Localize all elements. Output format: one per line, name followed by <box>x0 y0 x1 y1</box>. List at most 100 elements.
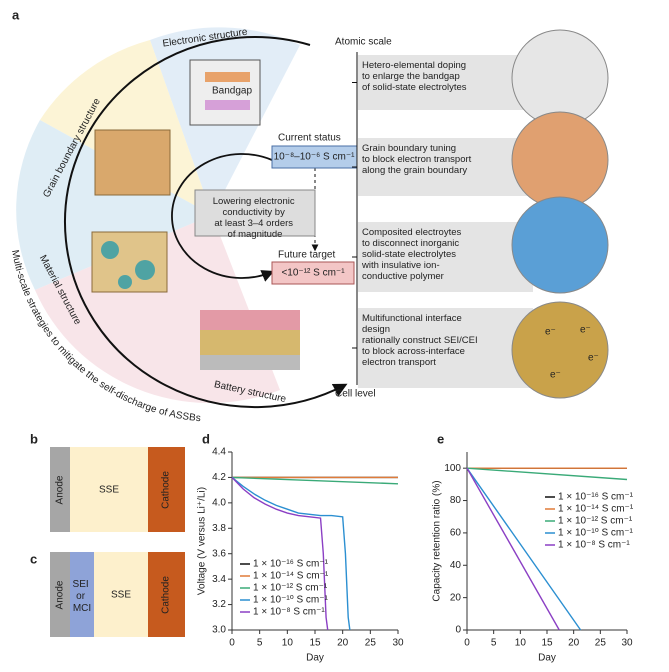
x-tick-label: 10 <box>515 638 527 649</box>
x-tick-label: 30 <box>392 638 404 649</box>
panel-b: b Anode SSE Cathode <box>30 431 185 532</box>
bandgap-label: Bandgap <box>212 86 252 97</box>
electron-label: e⁻ <box>545 327 556 338</box>
layer-label: Cathode <box>161 576 172 614</box>
x-tick-label: 15 <box>541 638 553 649</box>
interphase <box>70 552 94 637</box>
y-tick-label: 4.0 <box>212 497 226 508</box>
x-tick-label: 0 <box>229 638 235 649</box>
y-tick-label: 0 <box>455 625 461 636</box>
particle <box>135 260 155 280</box>
electronic-cube: Bandgap <box>189 59 261 126</box>
target-value: <10⁻¹² S cm⁻¹ <box>281 268 345 279</box>
strategy-line: rationally construct SEI/CEI <box>362 335 478 346</box>
grain-cube <box>94 129 171 196</box>
y-tick-label: 100 <box>444 463 461 474</box>
x-tick-label: 5 <box>257 638 263 649</box>
status-title: Current status <box>278 133 341 144</box>
band <box>205 72 250 82</box>
strategy-line: Grain boundary tuning <box>362 143 456 154</box>
layer-label: Anode <box>55 580 66 609</box>
note-line: of magnitude <box>228 229 283 240</box>
strategy-box <box>358 55 533 110</box>
series-line <box>466 467 628 481</box>
strategy-line: to enlarge the bandgap <box>362 71 460 82</box>
note-text: Lowering electronic conductivity by at l… <box>213 196 298 240</box>
strategy-text: Composited electroytes to disconnect inor… <box>361 227 462 282</box>
x-tick-label: 15 <box>309 638 321 649</box>
series-line <box>231 476 351 631</box>
strategy-line: solid-state electrolytes <box>362 249 456 260</box>
sector <box>16 120 212 290</box>
layer-label: SSE <box>99 485 119 496</box>
y-tick-label: 3.8 <box>212 523 226 534</box>
note-line: Lowering electronic <box>213 196 295 207</box>
layer-line: SEI <box>73 579 89 590</box>
target-box <box>271 261 355 285</box>
legend-label: 1 × 10⁻⁸ S cm⁻¹ <box>253 607 325 618</box>
legend-label: 1 × 10⁻⁸ S cm⁻¹ <box>558 540 630 551</box>
series-line <box>466 467 582 631</box>
x-tick-label: 20 <box>568 638 580 649</box>
strategy-line: Composited electroytes <box>362 227 462 238</box>
legend-label: 1 × 10⁻¹⁰ S cm⁻¹ <box>558 528 634 539</box>
cube <box>189 59 261 126</box>
band <box>205 100 250 110</box>
target-title: Future target <box>278 250 335 261</box>
illustration <box>511 111 609 209</box>
layer-label: Cathode <box>161 471 172 509</box>
legend-label: 1 × 10⁻¹⁴ S cm⁻¹ <box>558 504 634 515</box>
strategy-line: to block electron transport <box>362 154 472 165</box>
x-tick-label: 10 <box>282 638 294 649</box>
strategy-line: design <box>362 324 390 335</box>
note-line: at least 3–4 orders <box>214 218 293 229</box>
panel-label: e <box>437 431 444 446</box>
legend-label: 1 × 10⁻¹⁶ S cm⁻¹ <box>558 492 634 503</box>
battery-layer <box>200 330 300 355</box>
series-line <box>466 467 560 631</box>
strategy-boxes: Hetero-elemental doping to enlarge the ba… <box>352 29 609 399</box>
strategy-box <box>358 308 533 388</box>
y-tick-label: 3.0 <box>212 625 226 636</box>
anode <box>50 552 70 637</box>
y-tick-label: 20 <box>450 592 462 603</box>
strategy-line: along the grain boundary <box>362 165 467 176</box>
x-tick-label: 25 <box>595 638 607 649</box>
y-tick-label: 3.4 <box>212 574 226 585</box>
strategy-line: Multifunctional interface <box>362 313 462 324</box>
anode <box>50 447 70 532</box>
panel-label: a <box>12 7 20 22</box>
y-tick-label: 3.6 <box>212 548 226 559</box>
x-tick-label: 0 <box>464 638 470 649</box>
loop-arrow <box>171 153 275 282</box>
layer-line: MCI <box>73 603 91 614</box>
y-tick-label: 3.2 <box>212 599 226 610</box>
x-tick-label: 25 <box>365 638 377 649</box>
status-value: 10⁻⁸–10⁻⁶ S cm⁻¹ <box>274 152 356 163</box>
legend-label: 1 × 10⁻¹⁴ S cm⁻¹ <box>253 571 329 582</box>
particle <box>101 241 119 259</box>
note-line: conductivity by <box>223 207 286 218</box>
x-axis-label: Day <box>306 653 324 664</box>
scale-label: Cell level <box>335 389 376 400</box>
legend-label: 1 × 10⁻¹⁶ S cm⁻¹ <box>253 559 329 570</box>
series-line <box>231 476 329 631</box>
strategy-line: with insulative ion- <box>361 260 440 271</box>
strategy-line: electron transport <box>362 357 436 368</box>
panel-label: b <box>30 431 38 446</box>
strategy-line: conductive polymer <box>362 271 444 282</box>
particle <box>118 275 132 289</box>
strategy-line: to block across-interface <box>362 346 465 357</box>
cathode <box>148 447 185 532</box>
panel-c: c Anode SEI or MCI SSE Cathode <box>30 551 185 637</box>
series-line <box>231 476 399 485</box>
sse <box>94 552 148 637</box>
layer-label: Anode <box>55 475 66 504</box>
y-tick-label: 80 <box>450 495 462 506</box>
y-tick-label: 4.2 <box>212 472 226 483</box>
strategy-line: to disconnect inorganic <box>362 238 459 249</box>
strategy-line: Hetero-elemental doping <box>362 60 466 71</box>
y-axis-label: Voltage (V versus Li⁺/Li) <box>197 487 208 595</box>
strategy-text: Multifunctional interface design rationall… <box>362 313 478 368</box>
